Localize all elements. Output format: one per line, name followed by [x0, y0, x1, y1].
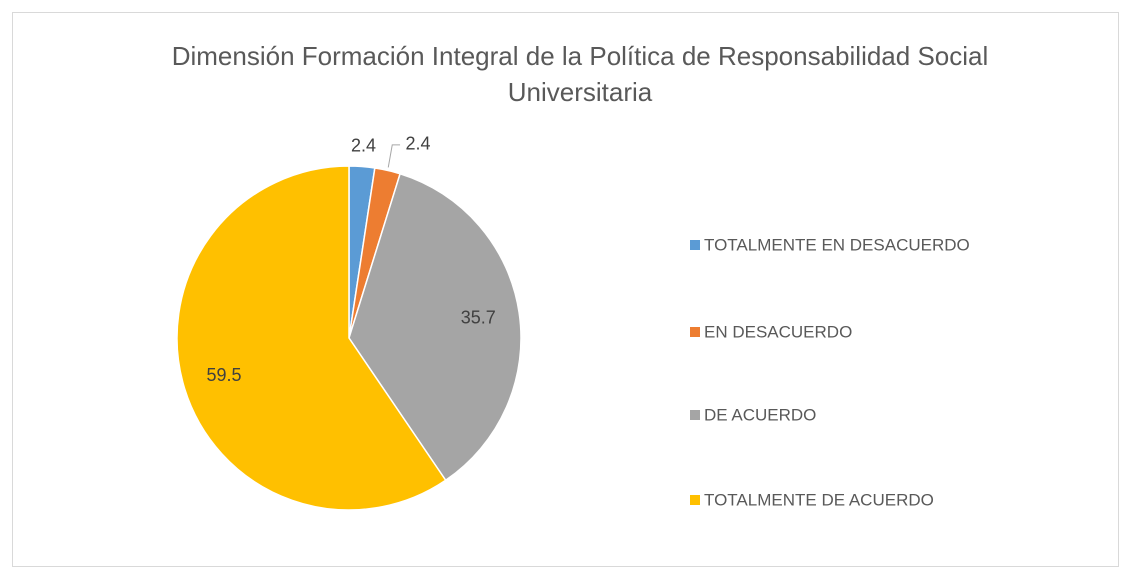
- legend-label: TOTALMENTE DE ACUERDO: [704, 490, 934, 509]
- pie-slice: [176, 165, 447, 511]
- legend-label: EN DESACUERDO: [704, 322, 852, 341]
- data-label: 2.4: [351, 135, 376, 155]
- legend-label: TOTALMENTE EN DESACUERDO: [704, 235, 970, 254]
- legend-swatch: [690, 495, 700, 505]
- legend-label: DE ACUERDO: [704, 405, 816, 424]
- data-label: 2.4: [406, 134, 431, 154]
- leader-line: [387, 144, 401, 168]
- chart-title: Dimensión Formación Integral de la Polít…: [171, 41, 989, 107]
- legend-swatch: [690, 410, 700, 420]
- legend-swatch: [690, 240, 700, 250]
- data-label: 35.7: [461, 308, 496, 328]
- data-label: 59.5: [207, 365, 242, 385]
- pie-slice: [348, 172, 522, 482]
- legend-swatch: [690, 327, 700, 337]
